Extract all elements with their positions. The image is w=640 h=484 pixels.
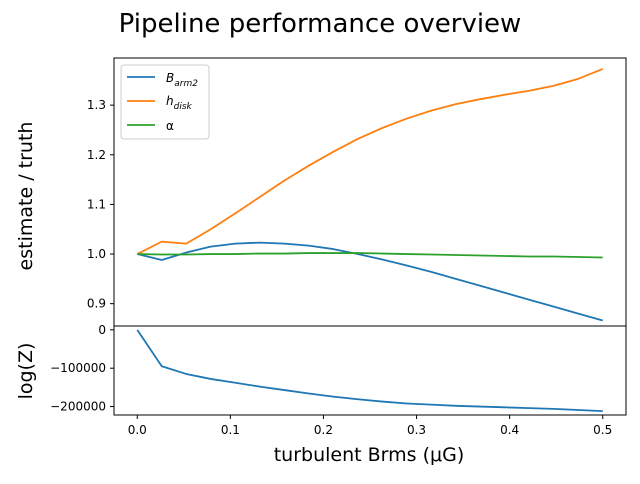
top-y-axis-label: estimate / truth bbox=[15, 122, 37, 271]
legend-label-barm2: Barm2 bbox=[166, 71, 198, 89]
x-tick-label: 0.1 bbox=[221, 423, 240, 437]
top-y-tick-label: 1.2 bbox=[87, 148, 106, 162]
x-tick-label: 0.3 bbox=[407, 423, 426, 437]
top-y-tick-label: 1.1 bbox=[87, 197, 106, 211]
bottom-y-axis-label: log(Z) bbox=[15, 343, 37, 400]
top-series-line-2 bbox=[137, 252, 603, 259]
legend-label-barm2-sub: arm2 bbox=[174, 79, 198, 89]
bottom-panel: log(Z) turbulent Brms (μG) 0 −100000 −2000… bbox=[15, 323, 627, 466]
legend-label-alpha: α bbox=[166, 119, 174, 133]
top-y-tick-label: 0.9 bbox=[87, 297, 106, 311]
top-series-line-0 bbox=[137, 241, 603, 322]
bottom-y-tick-label: −100000 bbox=[50, 361, 106, 375]
x-tick-label: 0.0 bbox=[128, 423, 147, 437]
top-series-line-1 bbox=[136, 68, 604, 255]
top-y-tick-label: 1.3 bbox=[87, 98, 106, 112]
legend-label-barm2-main: B bbox=[166, 71, 174, 85]
legend-box bbox=[120, 64, 210, 140]
bottom-y-tick-label: −200000 bbox=[50, 400, 106, 414]
top-plot-area bbox=[136, 68, 604, 322]
bottom-plot-area bbox=[136, 329, 603, 413]
bottom-x-ticks: 0.0 0.1 0.2 0.3 0.4 0.5 bbox=[128, 415, 612, 437]
legend: Barm2 hdisk α bbox=[120, 64, 210, 140]
legend-label-hdisk-main: h bbox=[166, 94, 174, 108]
bottom-axes-frame bbox=[113, 325, 627, 416]
x-tick-label: 0.4 bbox=[500, 423, 519, 437]
x-tick-label: 0.2 bbox=[314, 423, 333, 437]
bottom-series-line-0 bbox=[136, 329, 603, 413]
top-panel: estimate / truth 0.9 1.0 1.1 1.2 1.3 Barm2 h… bbox=[15, 57, 627, 327]
top-y-ticks: 0.9 1.0 1.1 1.2 1.3 bbox=[87, 98, 114, 311]
x-tick-label: 0.5 bbox=[593, 423, 612, 437]
top-y-tick-label: 1.0 bbox=[87, 247, 106, 261]
x-axis-label: turbulent Brms (μG) bbox=[274, 444, 465, 466]
legend-label-hdisk: hdisk bbox=[166, 94, 193, 112]
legend-label-hdisk-sub: disk bbox=[174, 102, 193, 112]
bottom-y-ticks: 0 −100000 −200000 bbox=[50, 323, 114, 414]
figure-title: Pipeline performance overview bbox=[119, 9, 522, 39]
bottom-y-tick-label: 0 bbox=[98, 323, 106, 337]
